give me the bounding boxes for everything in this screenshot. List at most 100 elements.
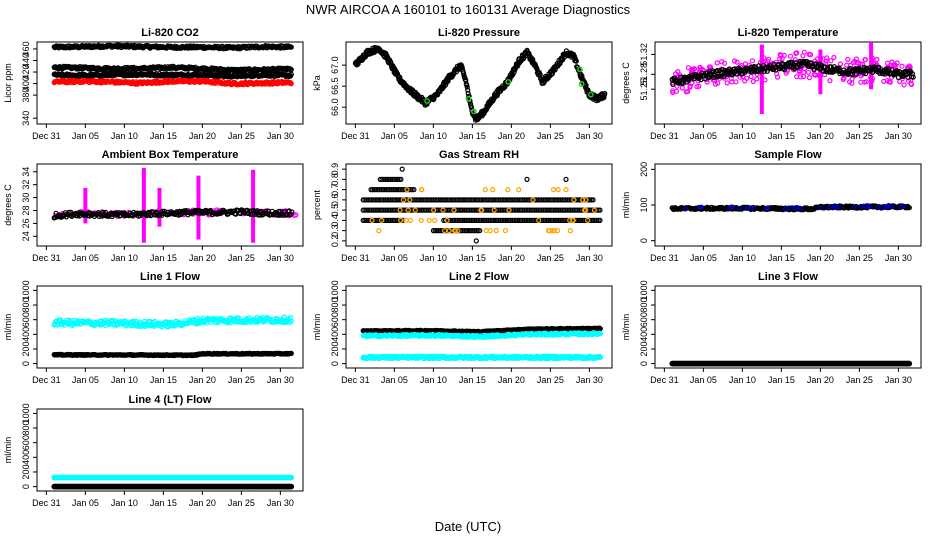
data-point	[733, 79, 739, 85]
x-tick-label: Jan 25	[846, 131, 873, 141]
x-tick-label: Jan 05	[690, 131, 717, 141]
x-tick-label: Dec 31	[32, 375, 61, 385]
data-point	[792, 56, 798, 63]
y-tick-label: 51.25	[639, 78, 649, 101]
data-point	[840, 76, 846, 83]
y-tick-label: 67.0	[330, 56, 340, 74]
data-point	[577, 66, 583, 73]
x-tick-label: Jan 20	[498, 253, 525, 263]
x-tick-label: Jan 20	[498, 375, 525, 385]
data-point	[579, 73, 585, 79]
data-point	[418, 217, 424, 223]
panel-title: Gas Stream RH	[439, 149, 519, 161]
x-axis-title: Date (UTC)	[435, 519, 501, 534]
x-tick-label: Jan 15	[459, 375, 486, 385]
x-tick-label: Jan 15	[150, 131, 177, 141]
data-point	[899, 63, 905, 69]
y-tick-label: 34	[21, 167, 31, 177]
data-point	[908, 81, 914, 87]
plot-frame	[345, 41, 613, 125]
y-axis-label: kPa	[312, 75, 322, 91]
data-point	[424, 98, 430, 104]
y-tick-label: 340	[21, 111, 31, 126]
x-tick-label: Jan 10	[420, 131, 447, 141]
data-layer	[669, 203, 912, 213]
data-point	[806, 74, 813, 81]
data-point	[563, 176, 569, 182]
data-point	[466, 93, 472, 99]
data-point	[714, 60, 720, 66]
data-point	[749, 58, 756, 64]
data-point	[797, 74, 804, 80]
data-point	[718, 73, 724, 79]
data-point	[812, 72, 819, 78]
panel-title: Sample Flow	[754, 149, 822, 161]
data-point	[714, 67, 721, 74]
plot-frame	[345, 163, 613, 247]
x-tick-label: Jan 10	[729, 253, 756, 263]
x-tick-label: Jan 15	[768, 253, 795, 263]
x-tick-label: Jan 30	[576, 131, 603, 141]
data-point	[483, 228, 489, 234]
x-tick-label: Jan 25	[228, 131, 255, 141]
data-point	[901, 82, 907, 88]
data-point	[863, 79, 869, 85]
data-point	[807, 51, 814, 58]
x-tick-label: Jan 05	[381, 253, 408, 263]
data-point	[376, 228, 382, 234]
x-tick-label: Jan 15	[150, 375, 177, 385]
y-tick-label: 1000	[330, 280, 340, 300]
data-point	[585, 87, 591, 93]
panel-title: Line 1 Flow	[140, 271, 200, 283]
x-tick-label: Jan 30	[576, 253, 603, 263]
data-point	[801, 49, 807, 55]
data-point	[490, 187, 496, 193]
y-axis-label: percent	[312, 189, 322, 220]
data-point	[288, 80, 294, 87]
x-tick-label: Jan 10	[111, 253, 138, 263]
y-tick-label: 51.28	[639, 63, 649, 86]
data-point	[670, 81, 676, 88]
y-tick-label: 420	[21, 65, 31, 80]
plot-frame	[654, 41, 922, 125]
plot-frame	[36, 163, 304, 247]
data-point	[526, 50, 532, 57]
y-tick-label: 0	[21, 361, 31, 366]
data-point	[687, 83, 693, 89]
data-point	[505, 79, 512, 85]
x-tick-label: Jan 05	[381, 375, 408, 385]
data-point	[468, 104, 474, 111]
data-point	[754, 76, 760, 82]
data-point	[426, 217, 432, 223]
data-point	[407, 217, 414, 223]
data-point	[516, 187, 522, 193]
y-tick-label: 200	[330, 341, 340, 356]
data-point	[684, 88, 691, 95]
y-axis-label: ml/min	[621, 192, 631, 219]
data-point	[494, 92, 500, 99]
y-tick-label: 460	[21, 41, 31, 56]
figure-title: NWR AIRCOA A 160101 to 160131 Average Di…	[306, 2, 631, 17]
data-point	[502, 228, 508, 234]
y-axis-label: degrees C	[621, 62, 631, 104]
panel-title: Li-820 CO2	[141, 27, 198, 39]
x-tick-label: Jan 30	[267, 375, 294, 385]
data-point	[704, 79, 710, 85]
y-tick-label: 26	[21, 218, 31, 228]
x-tick-label: Jan 30	[885, 131, 912, 141]
data-point	[805, 69, 812, 75]
data-point	[779, 55, 785, 62]
x-tick-label: Dec 31	[650, 131, 679, 141]
data-point	[731, 58, 738, 64]
data-point	[355, 61, 361, 67]
data-point	[672, 71, 679, 77]
data-point	[823, 58, 829, 64]
y-tick-label: 440	[21, 53, 31, 68]
data-point	[470, 108, 477, 115]
data-layer	[51, 42, 294, 88]
data-point	[886, 79, 892, 85]
y-tick-label: 600	[330, 312, 340, 327]
